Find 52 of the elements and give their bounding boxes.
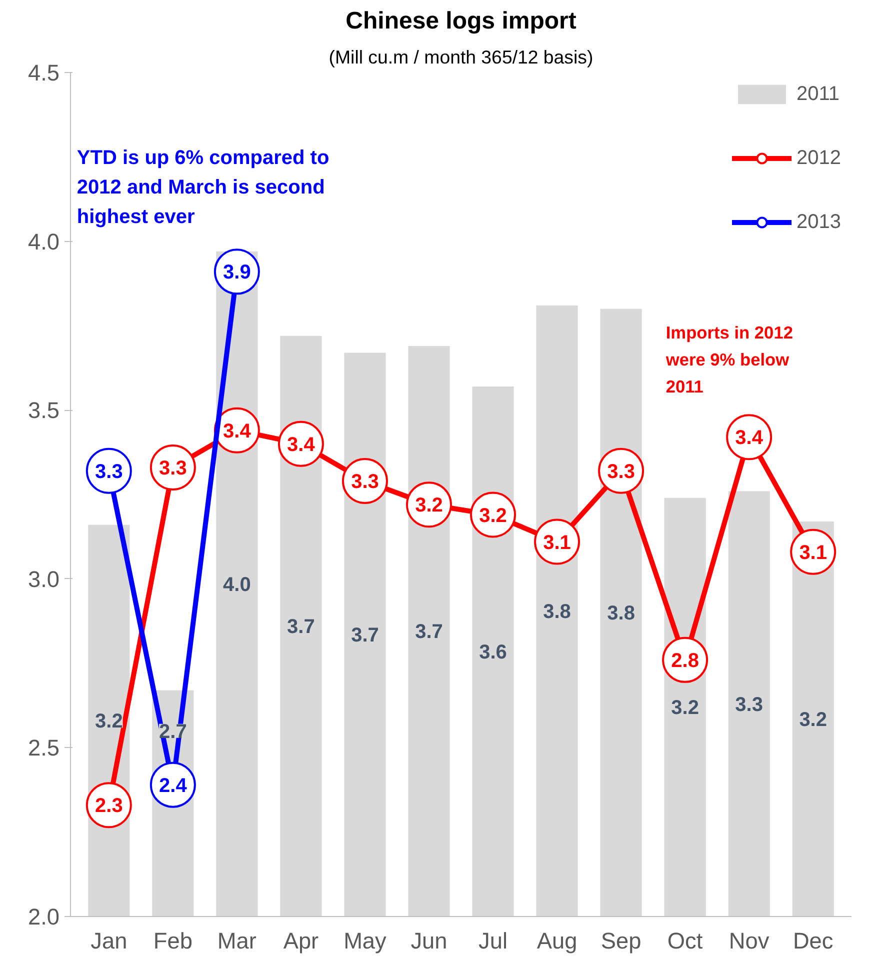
y-tick-label: 4.5 [28,60,60,86]
chart-subtitle: (Mill cu.m / month 365/12 basis) [328,46,594,68]
x-tick-label: Mar [217,928,257,954]
x-tick-label: Feb [153,928,192,954]
x-tick-label: Jan [90,928,128,954]
data-label: 2.8 [671,650,699,672]
y-tick-label: 3.5 [28,397,60,424]
data-label: 3.2 [415,494,443,517]
legend-label: 2012 [796,146,841,170]
data-label: 4.0 [223,574,251,596]
data-label: 3.4 [287,434,316,456]
data-label: 3.2 [671,697,699,720]
x-tick-label: Jul [478,928,508,954]
data-label: 3.8 [543,600,571,623]
data-label: 3.9 [223,262,251,284]
data-label: 3.1 [799,542,827,564]
annotation: Imports in 2012 were 9% below 2011 [664,322,793,396]
data-label: 3.2 [479,504,507,527]
x-tick-label: Sep [600,928,642,954]
data-label: 3.1 [543,532,571,554]
y-tick-label: 4.0 [28,228,60,254]
data-label: 2.4 [159,774,188,797]
x-tick-label: Dec [792,928,834,954]
x-tick-label: Jun [410,928,448,954]
data-label: 3.7 [351,624,379,647]
annotation: YTD is up 6% compared to 2012 and March is second highest ever [76,146,330,228]
y-tick-label: 2.0 [28,904,60,930]
data-label: 3.3 [95,460,123,483]
x-tick-label: Apr [283,928,320,954]
legend-label: 2011 [796,82,840,106]
data-label: 3.6 [479,641,507,664]
data-label: 3.2 [799,709,827,732]
legend-label: 2013 [796,210,841,234]
data-label: 3.3 [351,470,379,493]
x-tick-label: May [344,928,388,954]
data-label: 2.7 [159,720,187,743]
data-label: 3.7 [287,616,315,638]
data-label: 3.2 [95,710,123,733]
data-label: 2.3 [95,795,123,818]
y-tick-label: 2.5 [28,734,60,761]
data-label: 3.3 [735,694,763,716]
data-label: 3.4 [735,427,764,450]
data-label: 3.3 [607,460,635,483]
chart-title: Chinese logs import [346,8,576,34]
data-label: 3.3 [159,457,187,480]
y-tick-label: 3.0 [28,566,60,592]
data-label: 3.4 [223,420,252,442]
x-tick-label: Nov [728,928,770,954]
data-label: 3.7 [415,621,443,644]
x-tick-label: Aug [536,928,578,954]
x-tick-label: Oct [667,928,704,954]
data-label: 3.8 [607,602,635,625]
